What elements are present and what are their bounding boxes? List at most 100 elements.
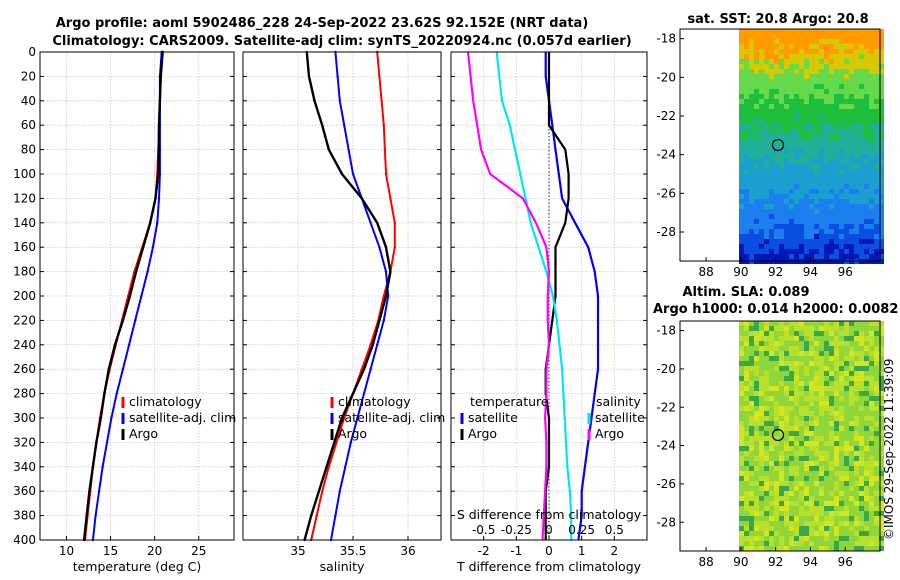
sst-cell — [824, 69, 829, 74]
sla-cell — [809, 351, 814, 356]
sst-cell — [754, 164, 759, 169]
sla-cell — [834, 396, 839, 401]
sla-cell — [844, 531, 849, 536]
sst-cell — [799, 59, 804, 64]
sla-cell — [819, 321, 824, 326]
sla-cell — [819, 501, 824, 506]
sla-cell — [789, 431, 794, 436]
sla-cell — [814, 496, 819, 501]
sst-cell — [814, 84, 819, 89]
sst-cell — [834, 199, 839, 204]
sla-cell — [839, 516, 844, 521]
sla-cell — [769, 356, 774, 361]
sst-cell — [804, 194, 809, 199]
sla-cell — [874, 436, 879, 441]
sla-cell — [809, 361, 814, 366]
sst-cell — [764, 134, 769, 139]
sst-cell — [824, 54, 829, 59]
sla-cell — [849, 406, 854, 411]
sst-cell — [739, 124, 744, 129]
sla-cell — [874, 376, 879, 381]
sla-cell — [819, 486, 824, 491]
sla-cell — [814, 466, 819, 471]
sla-cell — [774, 496, 779, 501]
legend-label: Argo — [338, 426, 367, 441]
data-point — [151, 246, 155, 249]
sst-cell — [774, 94, 779, 99]
sla-cell — [784, 421, 789, 426]
sst-cell — [794, 234, 799, 239]
sla-cell — [784, 406, 789, 411]
sla-cell — [869, 376, 874, 381]
sla-cell — [849, 336, 854, 341]
sst-cell — [869, 124, 874, 129]
sla-cell — [794, 436, 799, 441]
sla-cell — [744, 336, 749, 341]
sst-cell — [764, 229, 769, 234]
sst-cell — [824, 49, 829, 54]
sla-cell — [814, 321, 819, 326]
sla-cell — [784, 466, 789, 471]
sla-cell — [754, 476, 759, 481]
map-x-tick-label: 94 — [803, 265, 818, 279]
sst-cell — [774, 34, 779, 39]
sla-cell — [744, 381, 749, 386]
data-point — [360, 368, 363, 371]
sst-cell — [764, 109, 769, 114]
sst-cell — [874, 139, 879, 144]
sst-cell — [789, 194, 794, 199]
sla-cell — [824, 436, 829, 441]
sla-cell — [819, 366, 824, 371]
sst-cell — [824, 184, 829, 189]
sst-cell — [819, 159, 824, 164]
sla-cell — [804, 426, 809, 431]
data-point — [335, 441, 338, 444]
data-point — [383, 148, 387, 151]
sst-cell — [804, 134, 809, 139]
sst-cell — [879, 259, 884, 264]
sla-cell — [874, 341, 879, 346]
sla-cell — [879, 331, 884, 336]
sla-cell — [869, 401, 874, 406]
sst-cell — [874, 219, 879, 224]
sst-cell — [749, 34, 754, 39]
top-x-tick-label: 0 — [545, 523, 553, 537]
sst-cell — [829, 79, 834, 84]
sla-cell — [754, 441, 759, 446]
sla-cell — [879, 396, 884, 401]
sla-cell — [779, 481, 784, 486]
sst-cell — [869, 104, 874, 109]
sla-cell — [809, 386, 814, 391]
legend-label: Argo — [595, 426, 624, 441]
sla-cell — [824, 341, 829, 346]
sla-cell — [814, 331, 819, 336]
sla-cell — [764, 406, 769, 411]
sla-cell — [744, 431, 749, 436]
sla-cell — [799, 436, 804, 441]
sla-cell — [784, 401, 789, 406]
sst-cell — [744, 49, 749, 54]
sla-cell — [809, 341, 814, 346]
sst-cell — [879, 64, 884, 69]
sla-cell — [864, 541, 869, 546]
y-tick-label: 360 — [13, 484, 36, 498]
argo-position-marker — [771, 138, 785, 152]
sst-cell — [849, 59, 854, 64]
sst-cell — [799, 109, 804, 114]
sla-cell — [819, 356, 824, 361]
sla-cell — [829, 381, 834, 386]
sst-cell — [754, 104, 759, 109]
sst-cell — [809, 214, 814, 219]
sla-cell — [864, 546, 869, 551]
sla-cell — [779, 516, 784, 521]
y-tick-label: 80 — [21, 143, 36, 157]
sla-cell — [814, 421, 819, 426]
sla-cell — [879, 521, 884, 526]
data-point — [157, 197, 161, 200]
sst-cell — [759, 164, 764, 169]
sla-cell — [769, 326, 774, 331]
sla-cell — [759, 361, 764, 366]
sst-cell — [749, 174, 754, 179]
sla-cell — [759, 541, 764, 546]
sst-cell — [839, 99, 844, 104]
